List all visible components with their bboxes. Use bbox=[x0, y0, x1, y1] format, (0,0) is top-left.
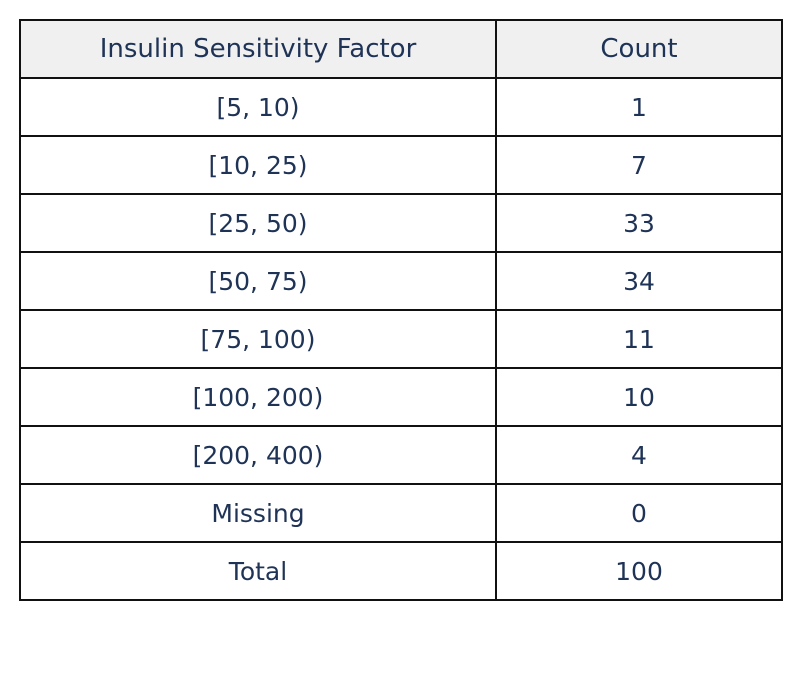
total-label-cell: Total bbox=[19, 541, 497, 601]
table-row: [50, 75) 34 bbox=[19, 251, 783, 311]
count-cell: 1 bbox=[495, 77, 783, 137]
header-count: Count bbox=[495, 19, 783, 79]
table-body: [5, 10) 1 [10, 25) 7 [25, 50) 33 [50, 75… bbox=[19, 77, 783, 601]
range-cell: [50, 75) bbox=[19, 251, 497, 311]
table-row: [75, 100) 11 bbox=[19, 309, 783, 369]
range-cell: [25, 50) bbox=[19, 193, 497, 253]
header-insulin-sensitivity-factor: Insulin Sensitivity Factor bbox=[19, 19, 497, 79]
table-row: [25, 50) 33 bbox=[19, 193, 783, 253]
table-row: [10, 25) 7 bbox=[19, 135, 783, 195]
range-cell: [75, 100) bbox=[19, 309, 497, 369]
range-cell: [100, 200) bbox=[19, 367, 497, 427]
range-cell: [5, 10) bbox=[19, 77, 497, 137]
count-cell: 34 bbox=[495, 251, 783, 311]
count-cell: 4 bbox=[495, 425, 783, 485]
count-cell: 33 bbox=[495, 193, 783, 253]
missing-row: Missing 0 bbox=[19, 483, 783, 543]
range-cell: [10, 25) bbox=[19, 135, 497, 195]
total-count-cell: 100 bbox=[495, 541, 783, 601]
table-row: [200, 400) 4 bbox=[19, 425, 783, 485]
table-row: [100, 200) 10 bbox=[19, 367, 783, 427]
table-row: [5, 10) 1 bbox=[19, 77, 783, 137]
count-cell: 10 bbox=[495, 367, 783, 427]
missing-label-cell: Missing bbox=[19, 483, 497, 543]
frequency-table: Insulin Sensitivity Factor Count [5, 10)… bbox=[19, 19, 783, 601]
missing-count-cell: 0 bbox=[495, 483, 783, 543]
header-row: Insulin Sensitivity Factor Count bbox=[19, 19, 783, 79]
table-header: Insulin Sensitivity Factor Count bbox=[19, 19, 783, 79]
count-cell: 7 bbox=[495, 135, 783, 195]
range-cell: [200, 400) bbox=[19, 425, 497, 485]
count-cell: 11 bbox=[495, 309, 783, 369]
total-row: Total 100 bbox=[19, 541, 783, 601]
